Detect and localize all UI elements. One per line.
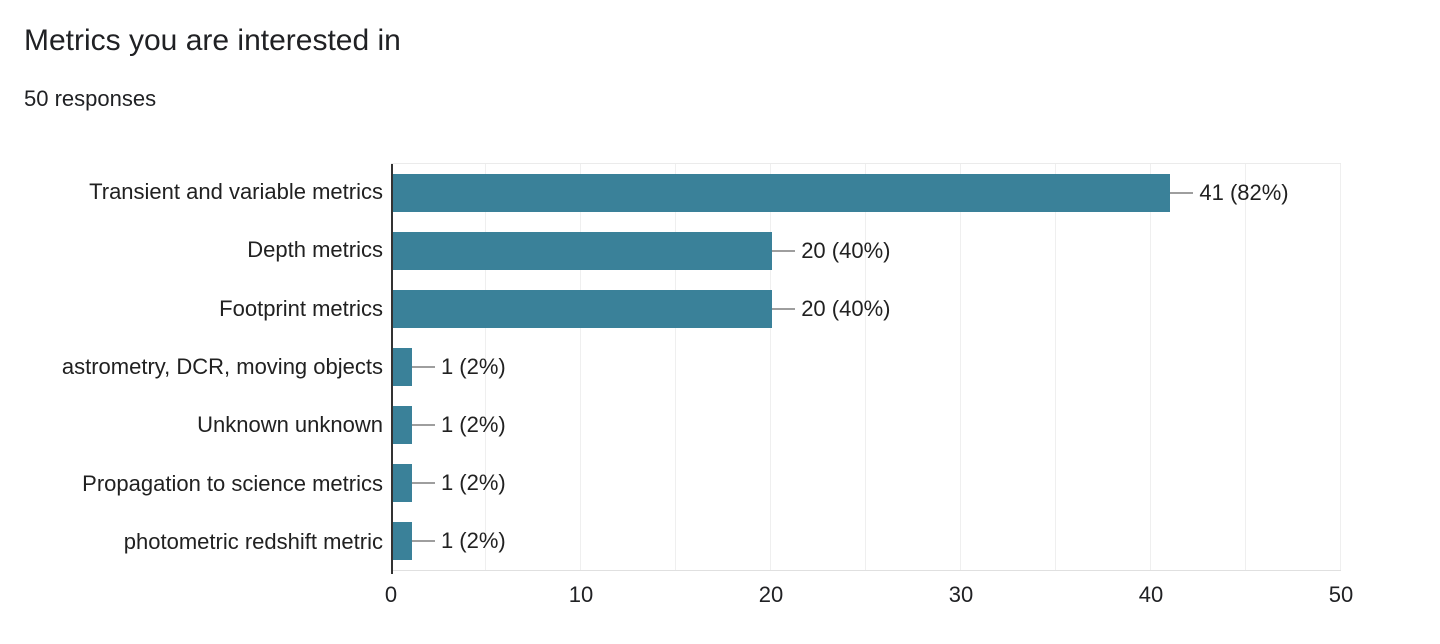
category-label: Propagation to science metrics [82, 470, 383, 496]
gridline [580, 164, 581, 570]
callout-connector-line [411, 424, 435, 426]
x-tick-label: 10 [568, 582, 594, 607]
bar-row: 1 (2%) [393, 396, 1341, 454]
bar-row: 20 (40%) [393, 222, 1341, 280]
bar-row: 41 (82%) [393, 164, 1341, 222]
category-label: Depth metrics [247, 237, 383, 263]
value-label: 1 (2%) [440, 528, 506, 553]
gridline [865, 164, 866, 570]
gridline [675, 164, 676, 570]
x-tick-label: 50 [1328, 582, 1354, 607]
callout-connector-line [411, 540, 435, 542]
value-callout: 1 (2%) [411, 354, 506, 380]
bar [393, 406, 412, 444]
bar [393, 232, 773, 270]
category-label: astrometry, DCR, moving objects [61, 353, 383, 379]
value-callout: 1 (2%) [411, 412, 506, 438]
bar-row: 1 (2%) [393, 512, 1341, 570]
gridline [485, 164, 486, 570]
x-tick-label: 0 [384, 582, 398, 607]
category-label: photometric redshift metric [123, 528, 383, 554]
value-callout: 1 (2%) [411, 528, 506, 554]
chart-title: Metrics you are interested in [24, 24, 401, 57]
y-axis-baseline [391, 164, 393, 574]
bar-row: 20 (40%) [393, 280, 1341, 338]
x-axis-tick-labels: 0 10 20 30 40 50 [385, 582, 1353, 610]
callout-connector-line [411, 366, 435, 368]
value-label: 1 (2%) [440, 412, 506, 437]
plot-area: 41 (82%) 20 (40%) 20 (40%) 1 (2%) 1 (2%) 1 (2… [391, 163, 1341, 574]
value-callout: 41 (82%) [1170, 180, 1289, 206]
value-label: 1 (2%) [440, 354, 506, 379]
gridline [1150, 164, 1151, 570]
callout-connector-line [772, 250, 796, 252]
gridline [1340, 164, 1341, 570]
category-label: Footprint metrics [219, 295, 383, 321]
x-tick-label: 30 [948, 582, 974, 607]
category-axis-labels: Transient and variable metrics Depth metr… [0, 163, 383, 571]
bar-row: 1 (2%) [393, 338, 1341, 396]
callout-connector-line [772, 308, 796, 310]
bar [393, 290, 773, 328]
value-label: 20 (40%) [801, 296, 891, 321]
gridline [960, 164, 961, 570]
response-count: 50 responses [24, 86, 157, 111]
category-label: Unknown unknown [197, 412, 383, 438]
gridline [1245, 164, 1246, 570]
x-tick-label: 40 [1138, 582, 1164, 607]
value-label: 20 (40%) [801, 238, 891, 263]
value-label: 41 (82%) [1199, 180, 1289, 205]
value-callout: 20 (40%) [772, 238, 890, 264]
bar-rows: 41 (82%) 20 (40%) 20 (40%) 1 (2%) 1 (2%) 1 (2… [393, 164, 1341, 570]
bar [393, 174, 1171, 212]
bar [393, 348, 412, 386]
x-tick-label: 20 [758, 582, 784, 607]
value-callout: 20 (40%) [772, 296, 890, 322]
gridline [1055, 164, 1056, 570]
callout-connector-line [1170, 192, 1194, 194]
callout-connector-line [411, 482, 435, 484]
bar-row: 1 (2%) [393, 454, 1341, 512]
bar [393, 522, 412, 560]
bar [393, 464, 412, 502]
value-callout: 1 (2%) [411, 470, 506, 496]
gridline [770, 164, 771, 570]
value-label: 1 (2%) [440, 470, 506, 495]
category-label: Transient and variable metrics [89, 179, 383, 205]
